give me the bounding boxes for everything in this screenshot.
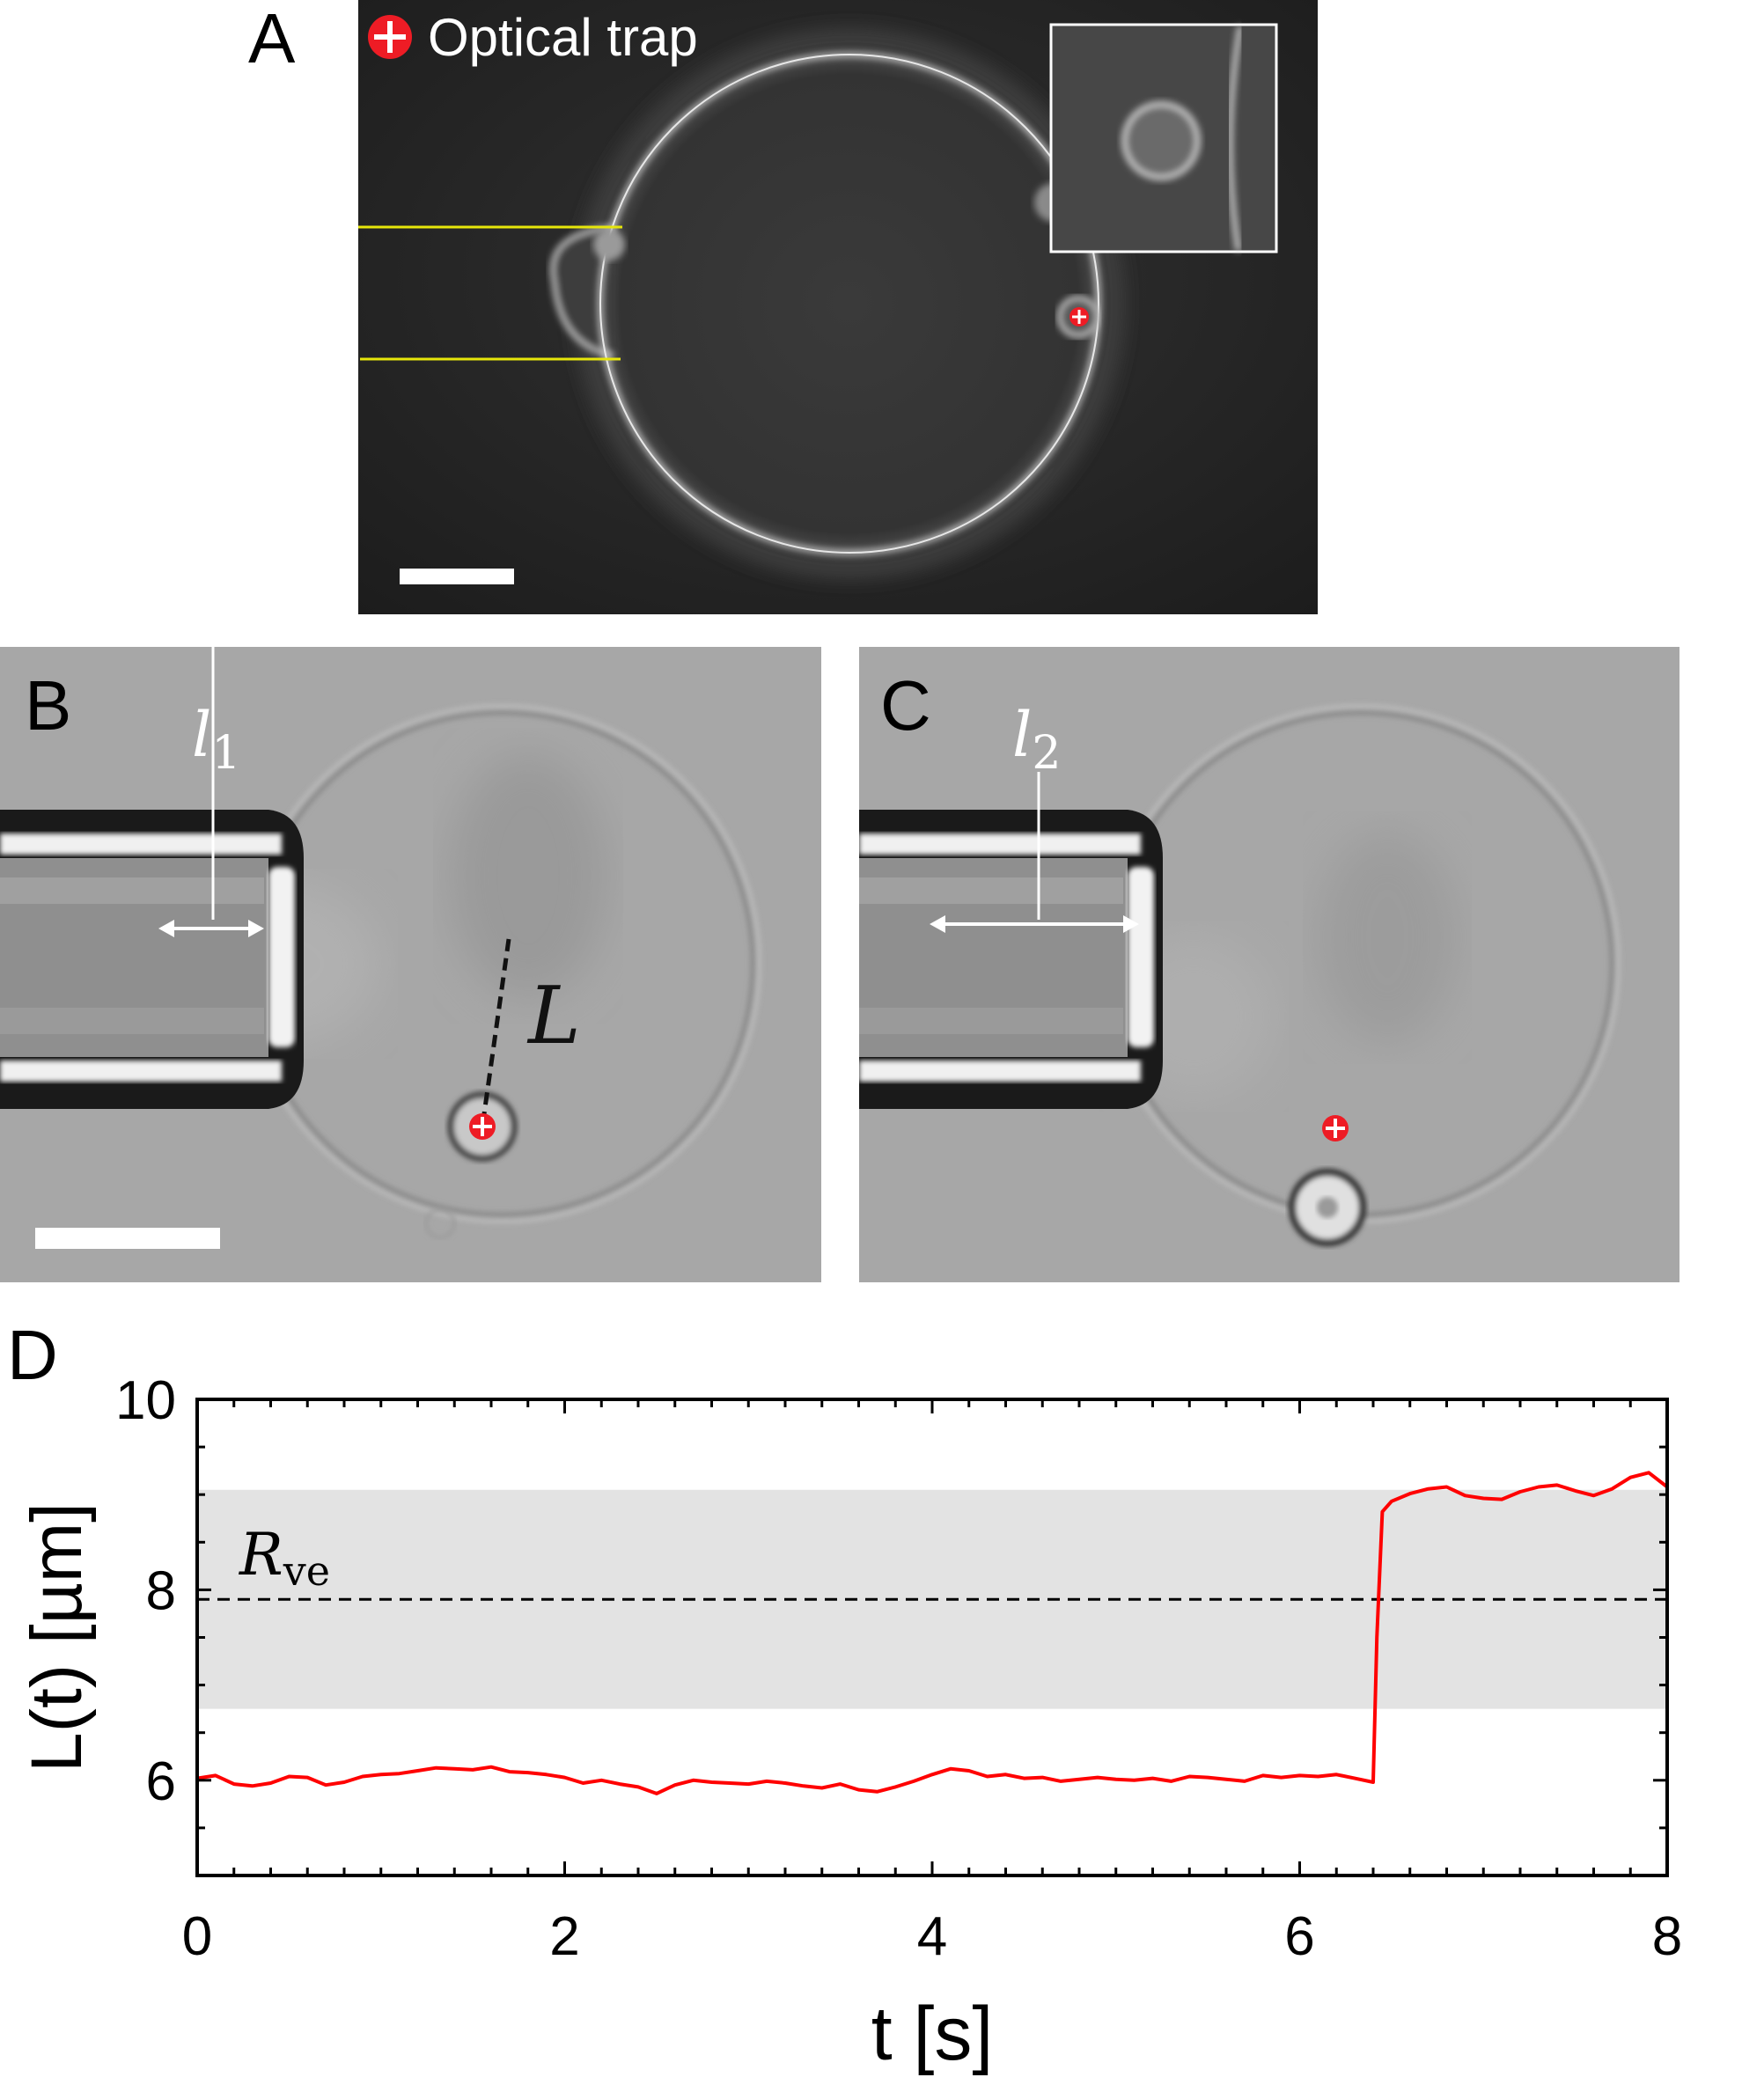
- zoom-inset: [1049, 23, 1278, 253]
- panel-b-image: [0, 647, 821, 1282]
- distance-L-label: L: [528, 970, 581, 1062]
- l2-sub: 2: [1032, 727, 1062, 780]
- pipette-b: [0, 810, 304, 1109]
- l2-base: l: [1012, 699, 1033, 771]
- panel-a-image: [358, 0, 1318, 614]
- panel-letter-b: B: [25, 666, 72, 745]
- l1-sub: 1: [211, 727, 241, 780]
- trap-legend-icon: [368, 15, 412, 59]
- trap-marker-icon: [1069, 307, 1089, 327]
- panel-letter-a: A: [248, 0, 296, 77]
- series-line-0: [196, 1471, 1669, 1795]
- panel-letter-d: D: [7, 1316, 58, 1394]
- y-tick-label: 6: [146, 1751, 176, 1812]
- x-tick-label: 8: [1652, 1906, 1682, 1967]
- x-tick-label: 6: [1284, 1906, 1314, 1967]
- reference-line-label: Rve: [239, 1521, 330, 1595]
- scale-bar-b: [35, 1228, 220, 1249]
- trap-marker-icon-b: [469, 1113, 496, 1140]
- x-tick-label: 4: [917, 1906, 947, 1967]
- y-tick-label: 10: [115, 1370, 176, 1431]
- trap-marker-icon-c: [1322, 1115, 1349, 1141]
- panel-c-image: [859, 647, 1679, 1282]
- l2-label: l2: [1012, 704, 1061, 776]
- panel-letter-c: C: [880, 666, 931, 745]
- y-axis-label: L(t) [µm]: [17, 1502, 97, 1773]
- y-tick-label: 8: [146, 1560, 176, 1621]
- scale-bar-a: [400, 569, 514, 584]
- x-axis-label: t [s]: [871, 1992, 994, 2076]
- l1-label: l1: [192, 704, 240, 776]
- chart-d: Rve 0 2 4 6 8 6 8 10 t [s] L(t) [µm]: [17, 1370, 1682, 2076]
- l1-base: l: [192, 699, 212, 771]
- L-dashed-line: [480, 938, 511, 1127]
- x-tick-label: 2: [549, 1906, 579, 1967]
- pipette-c: [859, 810, 1163, 1109]
- trap-legend-label: Optical trap: [428, 8, 698, 67]
- x-tick-label: 0: [182, 1906, 212, 1967]
